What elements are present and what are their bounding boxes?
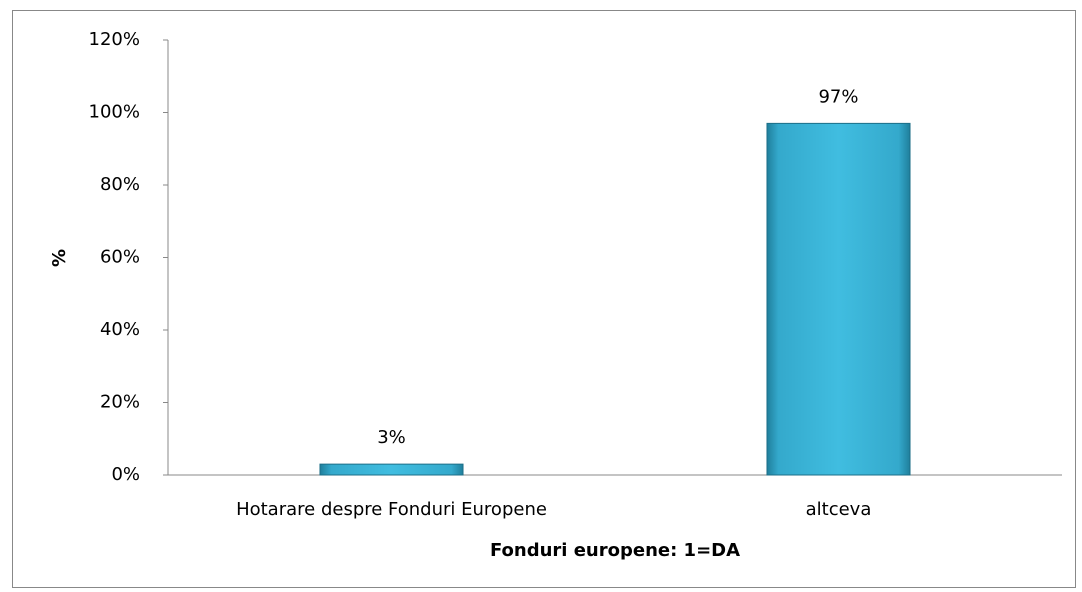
y-tick-label: 100% [89,102,140,123]
y-tick-label: 40% [100,319,140,340]
y-tick-label: 20% [100,392,140,413]
y-tick-label: 80% [100,174,140,195]
x-tick-label: altceva [806,499,872,520]
y-tick-label: 120% [89,29,140,50]
y-tick-label: 0% [111,464,140,485]
bar [766,122,911,476]
y-tick-label: 60% [100,247,140,268]
y-axis-title: % [49,249,70,267]
data-label: 3% [377,427,406,448]
x-tick-label: Hotarare despre Fonduri Europene [236,499,547,520]
bar [319,463,464,476]
x-axis-title: Fonduri europene: 1=DA [490,540,740,561]
data-label: 97% [818,86,858,107]
